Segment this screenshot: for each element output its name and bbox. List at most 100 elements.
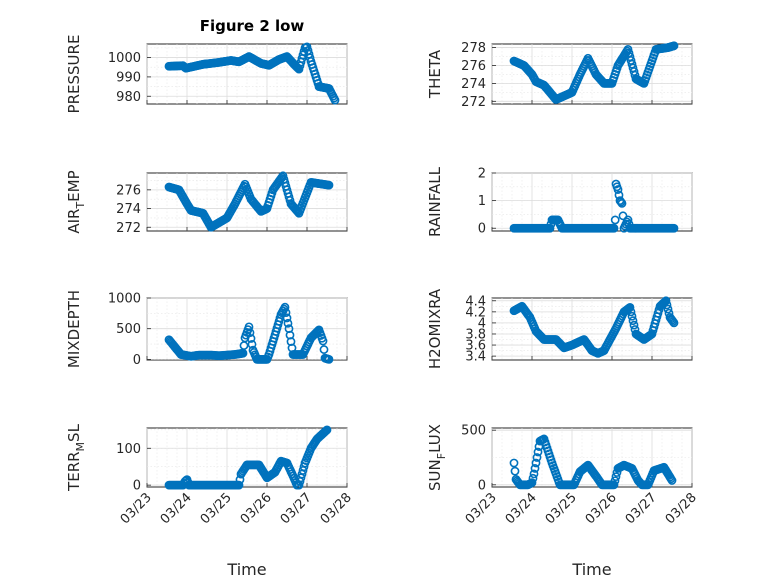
data-point bbox=[532, 453, 542, 462]
subplot-h2omixra: 3.43.63.844.24.4 H2OMIXRA bbox=[426, 288, 693, 369]
y-tick-label: 500 bbox=[116, 322, 141, 337]
data-point bbox=[244, 322, 254, 332]
data-point bbox=[531, 458, 541, 468]
y-tick-label: 1000 bbox=[108, 292, 141, 307]
data-point bbox=[528, 473, 538, 483]
y-tick-label: 276 bbox=[461, 59, 486, 74]
data-point bbox=[283, 318, 293, 328]
data-point bbox=[320, 427, 330, 437]
data-point bbox=[669, 318, 679, 328]
data-point bbox=[545, 223, 555, 233]
data-point bbox=[318, 336, 328, 346]
x-tick-label: 03/26 bbox=[238, 490, 275, 527]
y-tick-label: 990 bbox=[116, 70, 141, 85]
data-point bbox=[280, 302, 290, 312]
y-tick-label: 272 bbox=[116, 221, 141, 236]
data-point bbox=[625, 303, 635, 312]
y-tick-label: 980 bbox=[116, 90, 141, 105]
data-point bbox=[627, 311, 637, 321]
y-tick-label: 276 bbox=[116, 183, 141, 198]
y-tick-label: 500 bbox=[461, 424, 486, 439]
data-point bbox=[664, 308, 674, 318]
subplot-terr-msl: 0 100 TERRMSL 03/23 03/24 03/25 03/26 03/27 03/2… bbox=[65, 423, 355, 579]
y-axis-label: H2OMIXRA bbox=[426, 288, 444, 369]
data-point bbox=[509, 458, 519, 468]
y-axis-label: PRESSURE bbox=[65, 35, 83, 114]
data-point bbox=[324, 354, 334, 364]
y-tick-label: 4.4 bbox=[465, 294, 486, 309]
data-point bbox=[609, 223, 619, 233]
x-axis-label: Time bbox=[571, 560, 611, 579]
y-tick-label: 274 bbox=[116, 202, 141, 217]
y-tick-label: 1 bbox=[478, 194, 486, 209]
data-point bbox=[282, 313, 292, 323]
y-tick-label: 272 bbox=[461, 95, 486, 110]
data-point bbox=[510, 466, 520, 476]
data-point bbox=[247, 339, 257, 349]
x-tick-label: 03/28 bbox=[663, 490, 700, 527]
y-tick-label: 0 bbox=[478, 222, 486, 237]
data-point bbox=[246, 334, 256, 343]
x-tick-label: 03/27 bbox=[623, 490, 660, 527]
y-tick-label: 100 bbox=[116, 442, 141, 457]
figure-title: Figure 2 low bbox=[200, 17, 305, 35]
data-point bbox=[281, 308, 291, 317]
x-axis-label: Time bbox=[226, 560, 266, 579]
y-tick-label: 2 bbox=[478, 167, 486, 182]
data-point bbox=[609, 480, 619, 490]
data-point bbox=[319, 345, 329, 354]
data-point bbox=[527, 478, 537, 488]
y-tick-label: 0 bbox=[478, 478, 486, 493]
data-point bbox=[322, 425, 332, 435]
data-point bbox=[629, 320, 639, 330]
y-axis-label: MIXDEPTH bbox=[65, 290, 83, 368]
data-point bbox=[610, 476, 620, 486]
subplot-air-temp: 272 274 276 AIRTEMP bbox=[65, 170, 348, 236]
x-tick-label: 03/23 bbox=[463, 490, 500, 527]
data-point bbox=[234, 480, 244, 490]
data-point bbox=[662, 300, 672, 310]
y-axis-label: AIRTEMP bbox=[65, 170, 87, 233]
x-tick-label: 03/23 bbox=[118, 490, 155, 527]
data-point bbox=[530, 464, 540, 473]
data-point bbox=[324, 180, 334, 190]
y-tick-label: 0 bbox=[133, 479, 141, 494]
x-tick-label: 03/26 bbox=[583, 490, 620, 527]
x-tick-label: 03/24 bbox=[503, 490, 540, 527]
data-point bbox=[661, 296, 671, 306]
data-point bbox=[245, 328, 255, 338]
y-tick-label: 278 bbox=[461, 41, 486, 56]
x-tick-label: 03/28 bbox=[318, 490, 355, 527]
subplot-sun-flux: 0 500 SUNFLUX 03/23 03/24 03/25 03/26 03/27 03/2… bbox=[426, 424, 700, 579]
x-tick-label: 03/27 bbox=[278, 490, 315, 527]
data-point bbox=[610, 215, 620, 225]
x-tick-label: 03/25 bbox=[543, 490, 580, 527]
subplot-rainfall: 0 1 2 RAINFALL bbox=[426, 166, 693, 237]
data-point bbox=[623, 215, 633, 225]
y-tick-label: 4.2 bbox=[465, 305, 486, 320]
x-tick-label: 03/24 bbox=[158, 490, 195, 527]
x-tick-label: 03/25 bbox=[198, 490, 235, 527]
data-point bbox=[667, 476, 677, 485]
subplot-pressure: 980 990 1000 PRESSURE bbox=[65, 35, 348, 114]
subplot-theta: 272 274 276 278 THETA bbox=[426, 41, 693, 110]
data-point bbox=[626, 307, 636, 317]
y-axis-label: RAINFALL bbox=[426, 166, 444, 237]
data-point bbox=[533, 447, 543, 457]
data-point bbox=[669, 41, 679, 51]
data-point bbox=[330, 95, 340, 105]
data-point bbox=[529, 469, 539, 479]
data-point bbox=[321, 426, 331, 436]
subplot-mixdepth: 0 500 1000 MIXDEPTH bbox=[65, 290, 348, 368]
y-axis-label: SUNFLUX bbox=[426, 424, 448, 491]
y-tick-label: 3.8 bbox=[465, 327, 486, 342]
data-point bbox=[628, 316, 638, 326]
y-tick-label: 3.6 bbox=[465, 339, 486, 354]
y-tick-label: 1000 bbox=[108, 51, 141, 66]
data-point bbox=[611, 472, 621, 482]
data-point bbox=[617, 198, 627, 208]
y-tick-label: 3.4 bbox=[465, 350, 486, 365]
y-axis-label: THETA bbox=[426, 49, 444, 99]
data-point bbox=[663, 304, 673, 314]
